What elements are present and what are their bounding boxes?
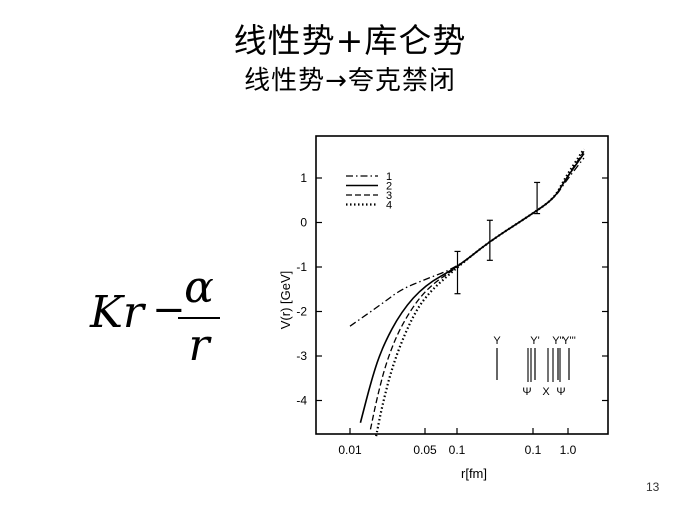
psi-label: Ψ xyxy=(522,386,531,398)
y-axis-label: V(r) [GeV] xyxy=(278,271,293,330)
legend-label-3: 3 xyxy=(386,190,392,202)
slide-subtitle: 线性势→夸克禁闭 xyxy=(244,66,456,96)
psi-label: Ψ xyxy=(556,386,565,398)
y-tick-label: -2 xyxy=(296,305,307,319)
y-tick-label: 0 xyxy=(300,216,307,230)
formula-fraction-bar xyxy=(178,317,220,319)
legend-label-2: 2 xyxy=(386,181,392,193)
y-tick-label: -1 xyxy=(296,260,307,274)
formula-denominator: r xyxy=(188,320,210,371)
series-2-line xyxy=(359,153,585,423)
plot-frame xyxy=(315,135,609,435)
x-tick-label: 0.1 xyxy=(525,443,542,457)
psi-label: X xyxy=(542,386,550,398)
y-tick-label: -4 xyxy=(296,394,307,408)
x-tick-label: 1.0 xyxy=(560,443,577,457)
upsilon-label: Υ' xyxy=(530,335,539,347)
x-tick-label: 0.01 xyxy=(338,443,362,457)
series-1-line xyxy=(349,157,585,327)
formula-numerator: α xyxy=(184,262,214,313)
legend-label-1: 1 xyxy=(386,171,392,183)
upsilon-label: Υ xyxy=(493,335,501,347)
x-tick-label: 0.1 xyxy=(449,443,466,457)
upsilon-label: Υ'' xyxy=(552,335,564,347)
x-axis-label: r[fm] xyxy=(461,466,487,481)
upsilon-label: Υ''' xyxy=(562,335,576,347)
formula-linear-term: Kr xyxy=(90,287,144,338)
page-number: 13 xyxy=(646,480,660,494)
x-tick-label: 0.05 xyxy=(413,443,437,457)
y-tick-label: 1 xyxy=(300,171,307,185)
series-3-line xyxy=(369,150,585,430)
legend-label-4: 4 xyxy=(386,200,392,212)
slide-title: 线性势+库仑势 xyxy=(233,21,467,60)
y-tick-label: -3 xyxy=(296,349,307,363)
formula-minus: − xyxy=(152,287,186,333)
potential-formula: Kr − α r xyxy=(90,262,230,372)
series-4-line xyxy=(375,148,585,437)
